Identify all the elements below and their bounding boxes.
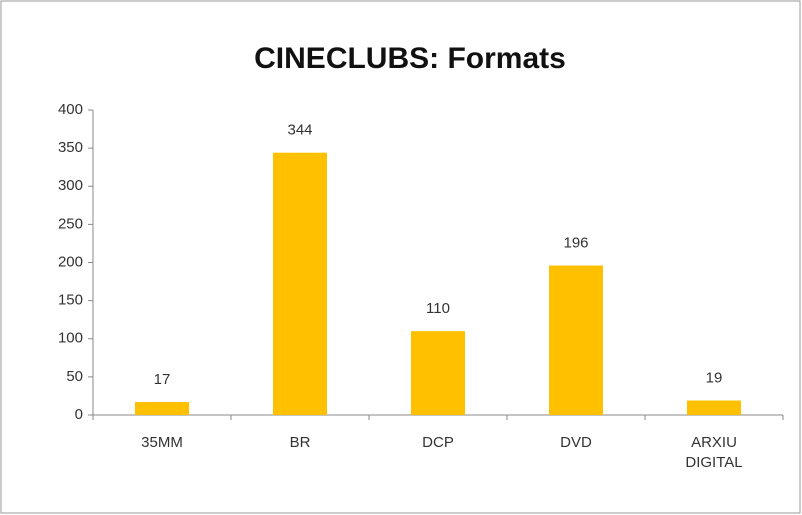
x-tick-label: ARXIU DIGITAL [685,434,743,471]
y-tick-label: 200 [58,253,83,270]
y-tick-label: 250 [58,215,83,232]
y-tick-label: 100 [58,330,83,347]
data-label: 17 [154,371,171,388]
bar [549,265,603,415]
x-tick-label: DVD [560,434,592,451]
bar [687,400,741,415]
y-tick-label: 0 [75,406,83,423]
y-tick-label: 350 [58,139,83,156]
data-label: 110 [426,300,450,317]
bar [411,331,465,415]
bar [273,152,327,415]
y-tick-label: 300 [58,177,83,194]
x-tick-label: 35MM [141,434,183,451]
bar [135,402,189,415]
y-tick-label: 150 [58,292,83,309]
data-label: 344 [287,122,312,139]
y-tick-label: 50 [66,368,83,385]
data-label: 196 [563,235,588,252]
x-tick-label: DCP [422,434,454,451]
y-tick-label: 400 [58,101,83,118]
x-tick-label: BR [289,434,311,451]
chart-title: CINECLUBS: Formats [254,42,566,75]
data-label: 19 [706,369,723,386]
